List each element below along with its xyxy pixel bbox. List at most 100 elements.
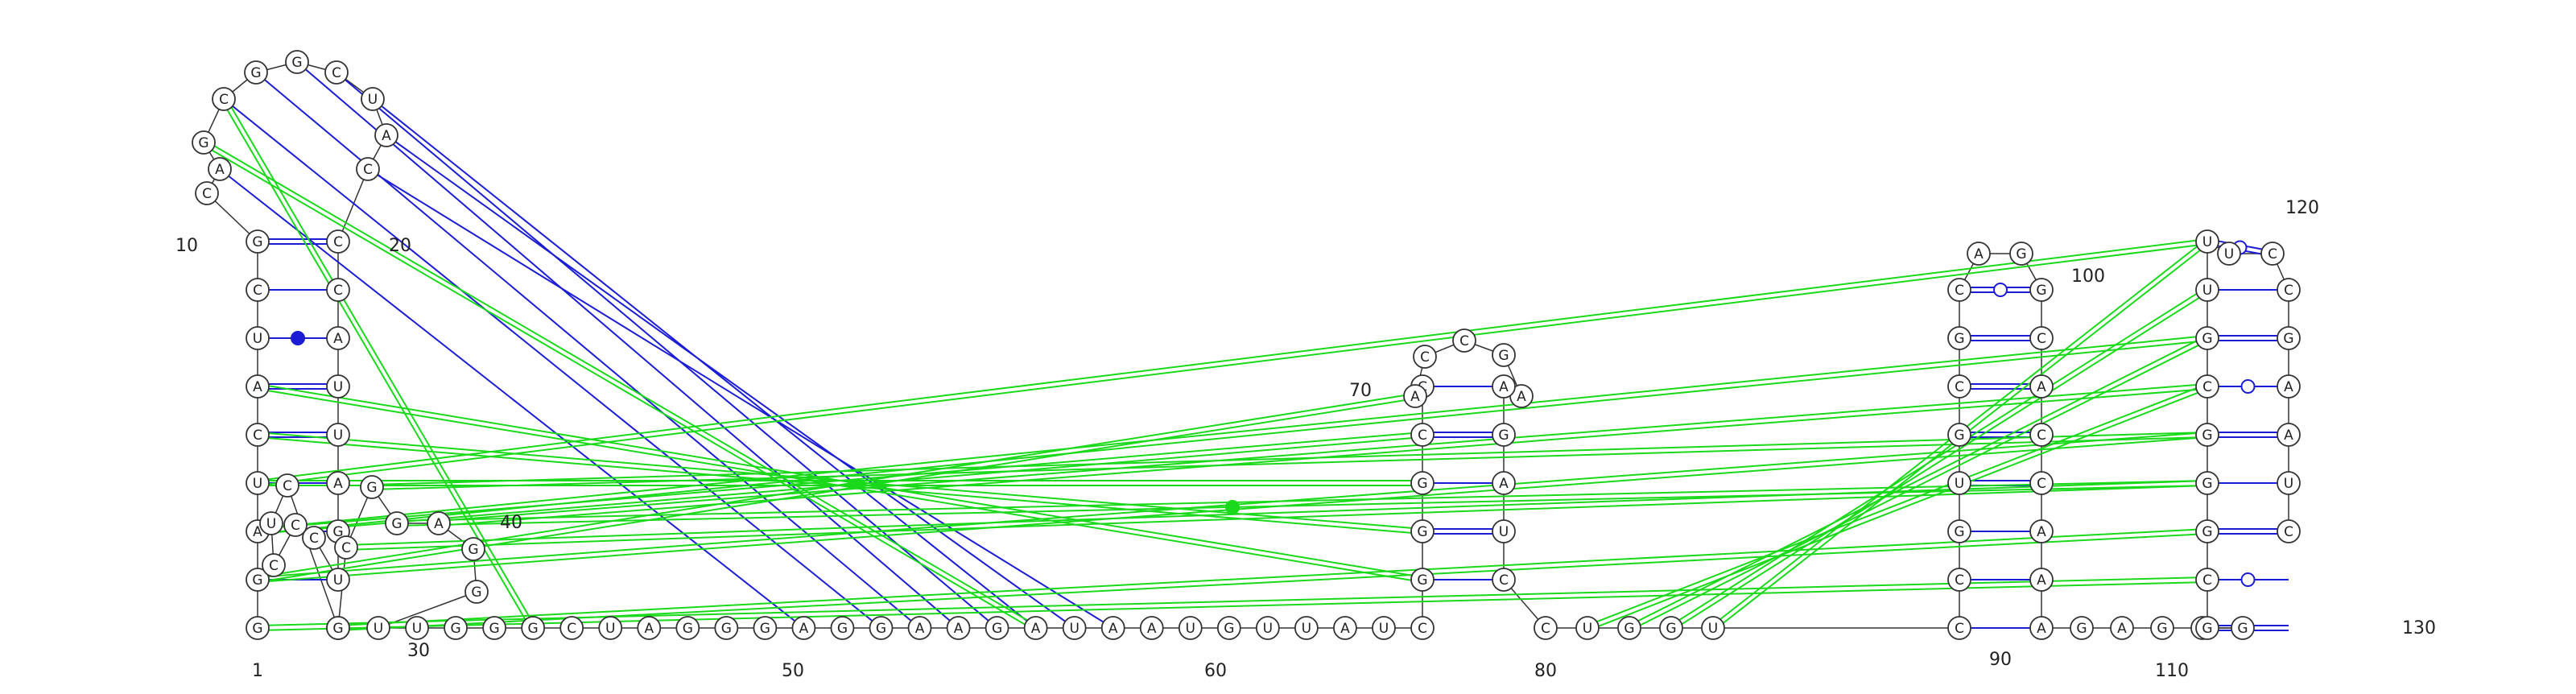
- svg-text:A: A: [915, 621, 925, 637]
- svg-text:G: G: [1498, 348, 1509, 364]
- nucleotide: G: [444, 616, 468, 640]
- svg-text:C: C: [333, 283, 343, 299]
- svg-text:G: G: [2202, 428, 2212, 444]
- nucleotide: U: [1701, 616, 1725, 640]
- svg-text:G: G: [2237, 621, 2248, 637]
- svg-text:U: U: [2284, 476, 2293, 492]
- svg-text:C: C: [1955, 621, 1964, 637]
- svg-text:U: U: [1069, 621, 1079, 637]
- nucleotide: G: [246, 568, 270, 592]
- noncanonical-pair-line: [346, 484, 2208, 551]
- svg-text:G: G: [1417, 476, 1427, 492]
- position-label: 100: [2071, 266, 2105, 287]
- svg-text:G: G: [291, 55, 302, 71]
- noncanonical-pair-line: [257, 238, 2207, 482]
- svg-text:A: A: [253, 379, 262, 395]
- svg-text:G: G: [1624, 621, 1634, 637]
- nucleotide: U: [326, 568, 350, 592]
- nucleotide: G: [285, 50, 309, 74]
- svg-text:G: G: [471, 585, 481, 601]
- noncanonical-pair-line: [1669, 287, 2207, 627]
- nucleotide: C: [246, 423, 270, 447]
- svg-text:U: U: [333, 428, 343, 444]
- svg-text:G: G: [876, 621, 886, 637]
- svg-text:U: U: [253, 331, 262, 347]
- nucleotide: G: [521, 616, 546, 640]
- noncanonical-pair-line: [1587, 387, 2209, 631]
- svg-text:G: G: [2016, 246, 2026, 262]
- noncanonical-pair-line: [372, 436, 2208, 490]
- nucleotide: C: [356, 157, 380, 181]
- svg-text:G: G: [252, 572, 262, 589]
- nucleotide: C: [324, 60, 349, 85]
- nucleotide: G: [1410, 471, 1435, 495]
- nucleotide: C: [334, 535, 358, 560]
- nucleotide: G: [360, 475, 384, 499]
- noncanonical-pair-line: [1628, 335, 2207, 627]
- svg-text:G: G: [992, 621, 1002, 637]
- nucleotide: U: [2195, 229, 2219, 254]
- nucleotide: A: [326, 326, 350, 350]
- svg-text:G: G: [1498, 428, 1509, 444]
- nucleotide: G: [2009, 242, 2033, 266]
- position-label: 80: [1534, 661, 1557, 681]
- svg-text:G: G: [252, 234, 262, 250]
- nucleotide: A: [2277, 374, 2301, 399]
- canonical-pair-line: [367, 168, 1114, 629]
- nucleotide: G: [2231, 616, 2255, 640]
- noncanonical-pair-line: [337, 528, 2207, 627]
- position-label: 10: [175, 236, 198, 256]
- noncanonical-pair-line: [1629, 339, 2209, 631]
- svg-text:G: G: [252, 621, 262, 637]
- nucleotide: C: [1947, 278, 1971, 302]
- nucleotide: G: [1947, 519, 1971, 543]
- svg-text:G: G: [198, 135, 208, 151]
- nucleotide: C: [1410, 616, 1435, 640]
- nucleotide: G: [461, 537, 485, 561]
- nucleotide: C: [212, 87, 236, 111]
- noncanonical-pair-line: [345, 480, 2207, 547]
- svg-text:A: A: [799, 621, 809, 637]
- nucleotide: C: [1452, 328, 1476, 353]
- nucleotide: C: [559, 616, 584, 640]
- svg-text:A: A: [2284, 428, 2293, 444]
- nucleotide: G: [482, 616, 507, 640]
- svg-text:A: A: [2037, 572, 2046, 589]
- svg-text:G: G: [2202, 524, 2212, 540]
- nucleotide: C: [195, 181, 219, 205]
- noncanonical-pair-line: [1672, 291, 2210, 631]
- svg-text:G: G: [2202, 476, 2212, 492]
- nucleotide: A: [326, 471, 350, 495]
- canonical-pair-line: [386, 134, 1075, 629]
- nucleotide: U: [2217, 242, 2241, 266]
- svg-text:G: G: [250, 65, 261, 81]
- nucleotide: U: [246, 471, 270, 495]
- svg-text:C: C: [1418, 428, 1427, 444]
- position-label: 20: [389, 236, 411, 256]
- svg-text:G: G: [2076, 621, 2087, 637]
- svg-text:C: C: [1418, 621, 1427, 637]
- svg-text:A: A: [382, 128, 391, 144]
- nucleotide: C: [1947, 374, 1971, 399]
- svg-text:C: C: [2284, 283, 2293, 299]
- nucleotide: G: [2070, 616, 2094, 640]
- noncanonical-pair-line: [201, 143, 1035, 631]
- svg-text:C: C: [2037, 476, 2046, 492]
- nucleotide: G: [2029, 278, 2054, 302]
- nucleotide: A: [907, 616, 932, 640]
- position-label: 90: [1989, 650, 2012, 670]
- svg-text:C: C: [1955, 379, 1964, 395]
- nucleotide: G: [985, 616, 1009, 640]
- svg-text:G: G: [450, 621, 460, 637]
- svg-text:C: C: [1955, 572, 1964, 589]
- backbone-link: [337, 168, 369, 242]
- svg-text:C: C: [1499, 572, 1509, 589]
- svg-text:G: G: [332, 524, 343, 540]
- nucleotide: U: [1492, 519, 1516, 543]
- nucleotide: U: [1372, 616, 1396, 640]
- nucleotide: C: [246, 278, 270, 302]
- backbone-link: [287, 485, 339, 629]
- svg-text:A: A: [1108, 621, 1118, 637]
- svg-text:C: C: [1420, 349, 1430, 366]
